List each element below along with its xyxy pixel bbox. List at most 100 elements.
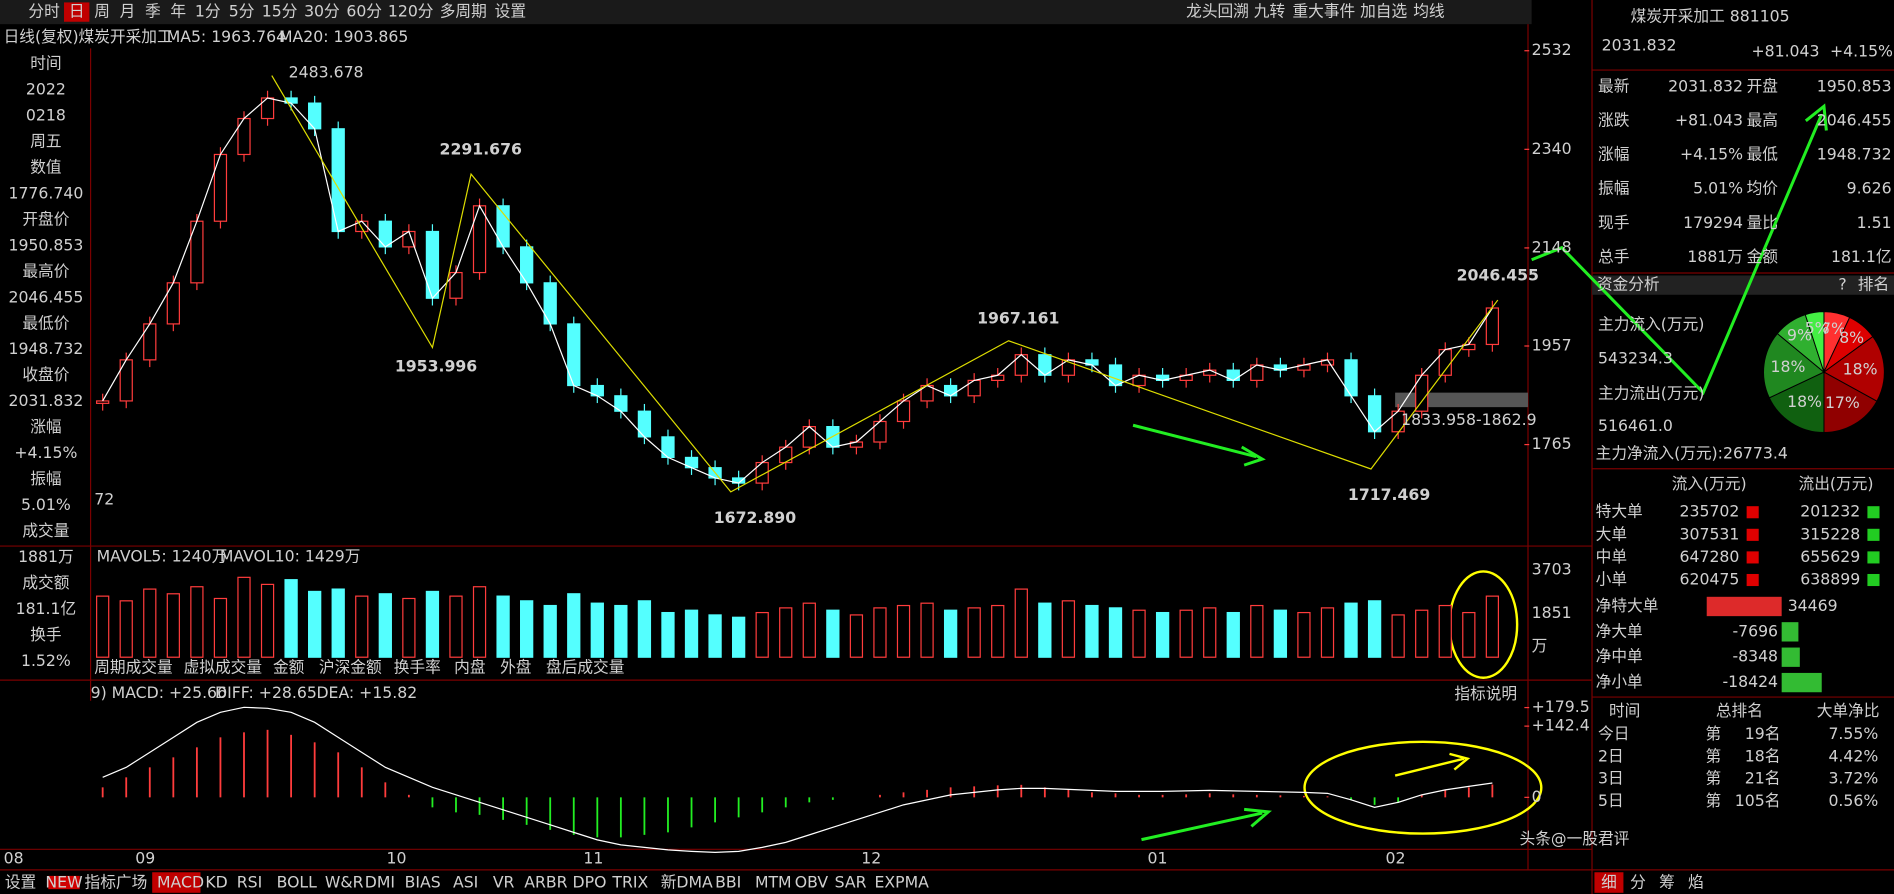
quote-label: 最低 xyxy=(1747,145,1779,164)
info-item: 5.01% xyxy=(21,495,71,514)
indicator-tab[interactable]: 设置 xyxy=(5,873,36,892)
period-tab[interactable]: 1分 xyxy=(195,2,221,21)
volume-tab[interactable]: 虚拟成交量 xyxy=(184,658,262,677)
volume-tab[interactable]: 外盘 xyxy=(500,658,531,677)
candle xyxy=(96,400,110,404)
corner-label: 72 xyxy=(94,490,114,509)
period-tab[interactable]: 周 xyxy=(94,2,110,21)
macd-tick-label: +142.4 xyxy=(1532,716,1590,735)
volume-tab[interactable]: 沪深金额 xyxy=(319,658,382,677)
side-tab[interactable]: 分 xyxy=(1630,873,1646,892)
pie-slice xyxy=(1823,371,1878,433)
indicator-tab[interactable]: DPO xyxy=(573,873,607,892)
indicator-tab[interactable]: BOLL xyxy=(277,873,318,892)
volume-bar xyxy=(213,597,228,658)
indicator-tab[interactable]: 指标广场 xyxy=(85,873,148,892)
rank-ratio: 0.56% xyxy=(1828,791,1878,810)
volume-bar xyxy=(590,602,604,658)
period-tab[interactable]: 年 xyxy=(170,2,186,21)
rank-header: 总排名 xyxy=(1716,701,1763,720)
price-tick-label: 1765 xyxy=(1532,434,1572,453)
help-button[interactable]: 指标说明 xyxy=(1454,684,1517,703)
indicator-tab[interactable]: MACD xyxy=(157,873,204,892)
volume-bar xyxy=(920,602,934,658)
rank-number: 18名 xyxy=(1745,746,1781,765)
outflow-swatch xyxy=(1867,573,1880,587)
tool-button[interactable]: 加自选 xyxy=(1360,2,1407,21)
volume-tab[interactable]: 金额 xyxy=(273,658,305,677)
period-tab[interactable]: 月 xyxy=(120,2,136,21)
new-badge-bg xyxy=(48,875,80,890)
quote-price: 2031.832 xyxy=(1602,35,1677,54)
volume-tab[interactable]: 周期成交量 xyxy=(94,658,172,677)
volume-bar xyxy=(355,595,369,658)
indicator-tab[interactable]: ASI xyxy=(453,873,478,892)
volume-tab[interactable]: 盘后成交量 xyxy=(546,658,624,677)
funds-help[interactable]: ? xyxy=(1838,275,1846,294)
rank-prefix: 第 xyxy=(1706,791,1722,810)
indicator-tab[interactable]: OBV xyxy=(795,873,829,892)
period-tab[interactable]: 设置 xyxy=(495,2,526,21)
period-tab[interactable]: 日 xyxy=(69,2,85,21)
month-label: 08 xyxy=(4,848,24,867)
side-tab[interactable]: 焰 xyxy=(1688,873,1704,892)
quote-value: 1948.732 xyxy=(1817,145,1892,164)
indicator-tab[interactable]: MTM xyxy=(755,873,792,892)
quote-label: 金额 xyxy=(1747,247,1779,266)
indicator-tab[interactable]: 新DMA xyxy=(661,873,713,892)
volume-tab[interactable]: 换手率 xyxy=(394,658,441,677)
period-tab[interactable]: 多周期 xyxy=(440,2,487,21)
tool-button[interactable]: 龙头回溯 xyxy=(1186,2,1249,21)
volume-tab[interactable]: 内盘 xyxy=(454,658,485,677)
info-item: 最高价 xyxy=(22,261,69,280)
volume-bar xyxy=(991,604,1005,658)
quote-value: 179294 xyxy=(1683,213,1743,232)
period-tab[interactable]: 分时 xyxy=(28,2,60,21)
rank-ratio: 3.72% xyxy=(1828,769,1878,788)
chart-header: MA5: 1963.764 xyxy=(167,27,286,46)
side-tab[interactable]: 筹 xyxy=(1659,873,1675,892)
indicator-tab[interactable]: SAR xyxy=(835,873,867,892)
month-label: 10 xyxy=(387,848,407,867)
info-item: 1.52% xyxy=(21,651,71,670)
outflow-swatch xyxy=(1867,551,1880,564)
indicator-tab[interactable]: TRIX xyxy=(611,873,648,892)
inflow-swatch xyxy=(1746,551,1759,564)
info-item: 成交额 xyxy=(22,573,69,592)
indicator-tab[interactable]: RSI xyxy=(237,873,262,892)
indicator-tab[interactable]: ARBR xyxy=(524,873,567,892)
volume-bar xyxy=(1367,600,1382,658)
volume-bar xyxy=(684,609,699,658)
side-tab[interactable]: 细 xyxy=(1601,873,1617,892)
tool-button[interactable]: 均线 xyxy=(1413,2,1445,21)
indicator-tab[interactable]: W&R xyxy=(325,873,364,892)
rank-prefix: 第 xyxy=(1706,769,1722,788)
indicator-tab[interactable]: KD xyxy=(205,873,227,892)
net-label: 净中单 xyxy=(1596,647,1643,666)
funds-rank[interactable]: 排名 xyxy=(1858,275,1889,294)
volume-bar xyxy=(849,614,864,658)
month-label: 01 xyxy=(1148,848,1168,867)
period-tab[interactable]: 30分 xyxy=(304,2,340,21)
tool-button[interactable]: 重大事件 xyxy=(1292,2,1355,21)
period-tab[interactable]: 季 xyxy=(145,2,161,21)
period-tab[interactable]: 15分 xyxy=(262,2,298,21)
rank-period: 今日 xyxy=(1598,724,1629,743)
indicator-tab[interactable]: BBI xyxy=(715,873,741,892)
volume-bar xyxy=(826,609,840,658)
indicator-tab[interactable]: DMI xyxy=(365,873,395,892)
volume-bar xyxy=(1273,609,1288,658)
inflow: 620475 xyxy=(1680,570,1740,589)
period-tab[interactable]: 5分 xyxy=(229,2,255,21)
volume-bar xyxy=(1344,602,1358,658)
period-tab[interactable]: 60分 xyxy=(346,2,382,21)
tool-button[interactable]: 九转 xyxy=(1254,2,1286,21)
quote-title: 煤炭开采加工 881105 xyxy=(1631,6,1790,25)
indicator-tab[interactable]: VR xyxy=(493,873,515,892)
indicator-tab[interactable]: EXPMA xyxy=(875,873,930,892)
volume-bar xyxy=(1462,611,1476,658)
period-tab[interactable]: 120分 xyxy=(388,2,434,21)
indicator-tab[interactable]: BIAS xyxy=(405,873,441,892)
